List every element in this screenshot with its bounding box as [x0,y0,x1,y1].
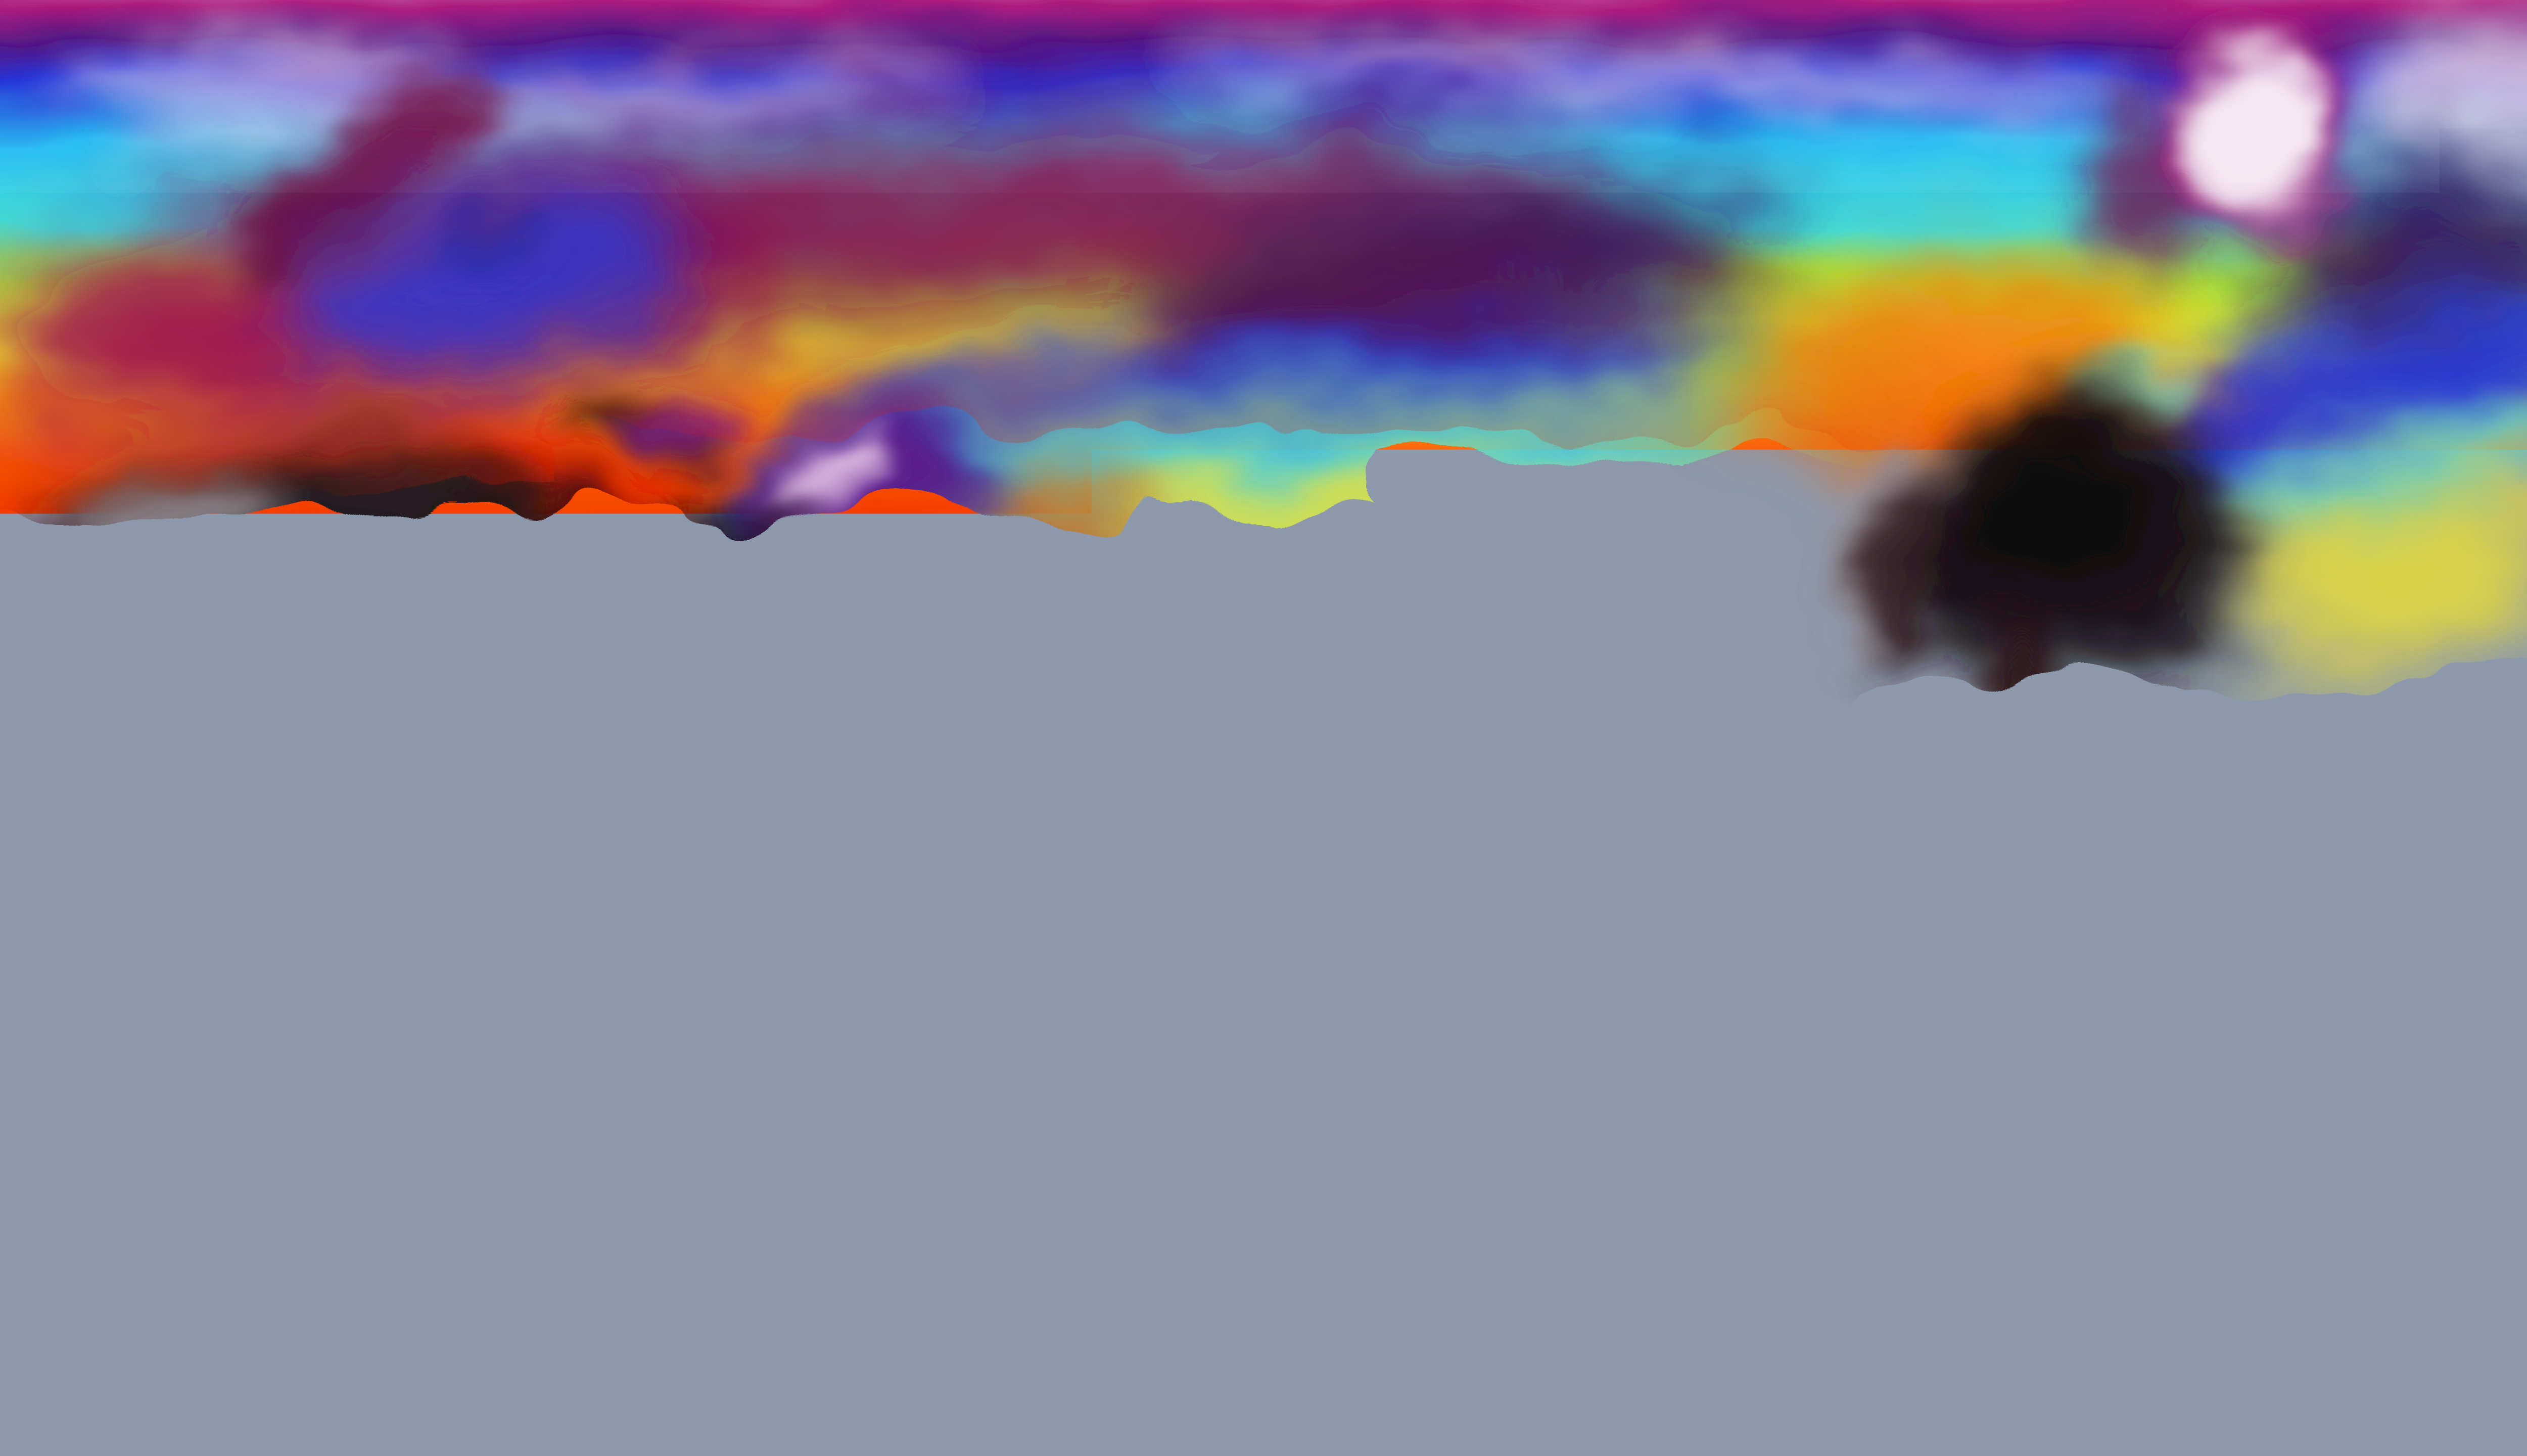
global-temperature-map: Global surface temperature heat map, equ… [0,0,2527,1456]
cloud-texture-overlay [0,0,2527,1456]
world-temperature-map-canvas [0,0,2527,1456]
